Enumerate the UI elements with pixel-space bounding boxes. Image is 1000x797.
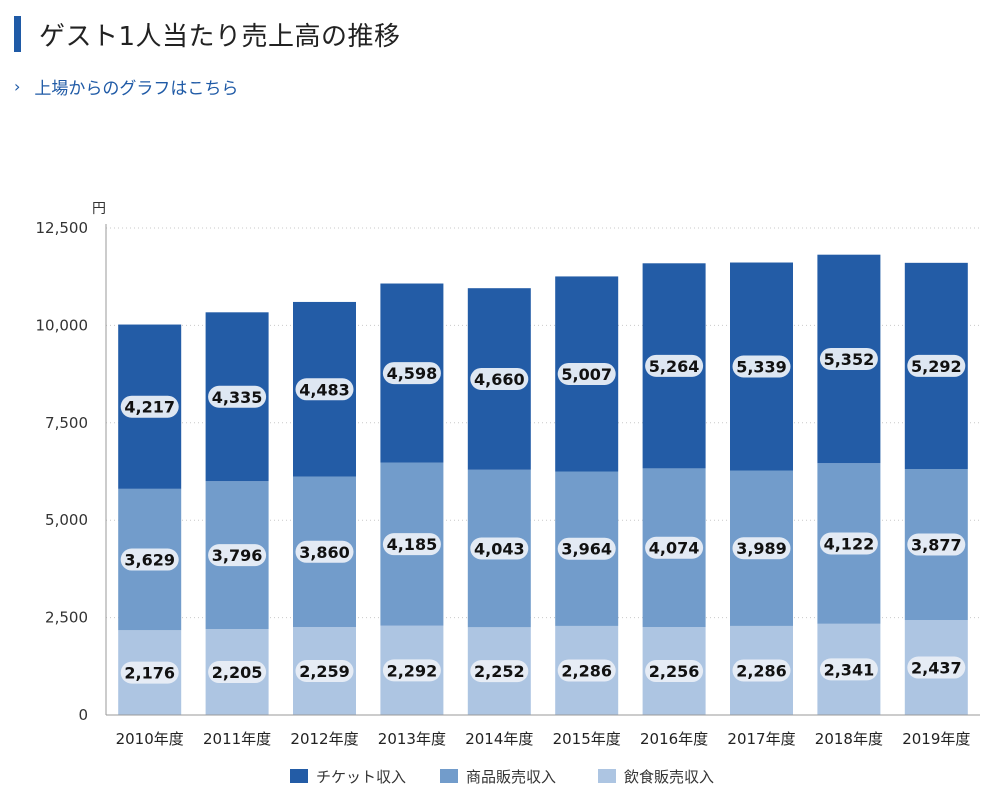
- page-header: ゲスト1人当たり売上高の推移: [14, 14, 401, 54]
- legend-label: 飲食販売収入: [624, 768, 714, 786]
- data-label: 3,629: [124, 551, 175, 570]
- y-axis-unit: 円: [92, 201, 106, 217]
- title-accent-bar: [14, 16, 21, 52]
- data-label: 2,286: [736, 661, 787, 680]
- data-label: 4,043: [474, 540, 525, 559]
- data-label: 3,964: [561, 540, 612, 559]
- data-label: 4,185: [387, 535, 438, 554]
- data-label-bg: [907, 533, 966, 556]
- x-tick-label: 2012年度: [290, 730, 358, 748]
- listing-graph-link-label: 上場からのグラフはこちら: [34, 79, 239, 99]
- data-label-bg: [382, 659, 441, 682]
- data-label-bg: [907, 354, 966, 377]
- data-label-bg: [470, 660, 529, 683]
- data-label: 2,252: [474, 662, 525, 681]
- y-tick-label: 0: [78, 706, 88, 724]
- data-label: 2,259: [299, 662, 350, 681]
- data-label-bg: [120, 548, 179, 571]
- x-tick-label: 2010年度: [116, 730, 184, 748]
- data-label: 5,292: [911, 357, 962, 376]
- x-tick-label: 2011年度: [203, 730, 271, 748]
- data-label: 5,264: [649, 357, 700, 376]
- data-label: 2,256: [649, 662, 700, 681]
- y-tick-label: 2,500: [45, 609, 88, 627]
- legend: チケット収入 商品販売収入 飲食販売収入: [290, 768, 714, 786]
- y-tick-label: 7,500: [45, 414, 88, 432]
- legend-label: 商品販売収入: [466, 768, 556, 786]
- bars: 2,176 3,629 4,217 2,205 3,796 4,335 2,259 3,860…: [118, 254, 968, 715]
- data-label-bg: [732, 355, 791, 378]
- chevron-right-icon: ›: [14, 77, 21, 96]
- data-label: 2,292: [387, 661, 438, 680]
- legend-swatch: [598, 769, 616, 783]
- data-label-bg: [819, 532, 878, 555]
- data-label-bg: [382, 362, 441, 385]
- data-label-bg: [907, 656, 966, 679]
- data-label: 4,483: [299, 380, 350, 399]
- data-label-bg: [557, 362, 616, 385]
- data-label: 4,122: [824, 534, 875, 553]
- data-label-bg: [645, 536, 704, 559]
- x-tick-label: 2019年度: [902, 730, 970, 748]
- x-tick-label: 2017年度: [727, 730, 795, 748]
- data-label: 2,341: [824, 660, 875, 679]
- data-label-bg: [382, 533, 441, 556]
- y-tick-label: 12,500: [36, 219, 89, 237]
- data-label-bg: [470, 367, 529, 390]
- data-label: 3,860: [299, 543, 350, 562]
- data-label: 4,660: [474, 370, 525, 389]
- data-label: 2,286: [561, 661, 612, 680]
- y-tick-label: 5,000: [45, 511, 88, 529]
- data-label-bg: [557, 537, 616, 560]
- legend-swatch: [290, 769, 308, 783]
- data-label-bg: [120, 395, 179, 418]
- data-label-bg: [557, 659, 616, 682]
- data-label: 2,176: [124, 664, 175, 683]
- x-axis: 2010年度 2011年度 2012年度 2013年度 2014年度 2015年度 2016…: [106, 714, 980, 748]
- legend-swatch: [440, 769, 458, 783]
- y-tick-label: 10,000: [36, 316, 89, 334]
- data-label-bg: [120, 661, 179, 684]
- listing-graph-link[interactable]: › 上場からのグラフはこちら: [14, 74, 238, 99]
- data-label-bg: [208, 544, 267, 567]
- data-label-bg: [470, 537, 529, 560]
- data-label-bg: [208, 661, 267, 684]
- data-label: 5,007: [561, 365, 612, 384]
- data-label-bg: [732, 659, 791, 682]
- x-tick-label: 2013年度: [378, 730, 446, 748]
- data-label-bg: [732, 537, 791, 560]
- data-label: 2,205: [212, 663, 263, 682]
- x-tick-label: 2014年度: [465, 730, 533, 748]
- data-label: 5,339: [736, 358, 787, 377]
- data-label-bg: [819, 347, 878, 370]
- x-tick-label: 2016年度: [640, 730, 708, 748]
- data-label: 4,074: [649, 539, 700, 558]
- data-label: 2,437: [911, 659, 962, 678]
- data-label-bg: [295, 659, 354, 682]
- data-label-bg: [295, 378, 354, 401]
- page-title: ゲスト1人当たり売上高の推移: [39, 21, 401, 52]
- data-label-bg: [645, 660, 704, 683]
- legend-label: チケット収入: [316, 768, 406, 786]
- x-tick-label: 2018年度: [815, 730, 883, 748]
- data-label-bg: [208, 385, 267, 408]
- data-label: 4,598: [387, 364, 438, 383]
- data-label-bg: [295, 540, 354, 563]
- data-label: 3,877: [911, 536, 962, 555]
- data-label-bg: [819, 658, 878, 681]
- data-label: 4,335: [212, 388, 263, 407]
- data-label-bg: [645, 354, 704, 377]
- data-label: 3,989: [736, 539, 787, 558]
- x-tick-label: 2015年度: [553, 730, 621, 748]
- data-label: 4,217: [124, 398, 175, 417]
- data-label: 3,796: [212, 546, 263, 565]
- data-label: 5,352: [824, 350, 875, 369]
